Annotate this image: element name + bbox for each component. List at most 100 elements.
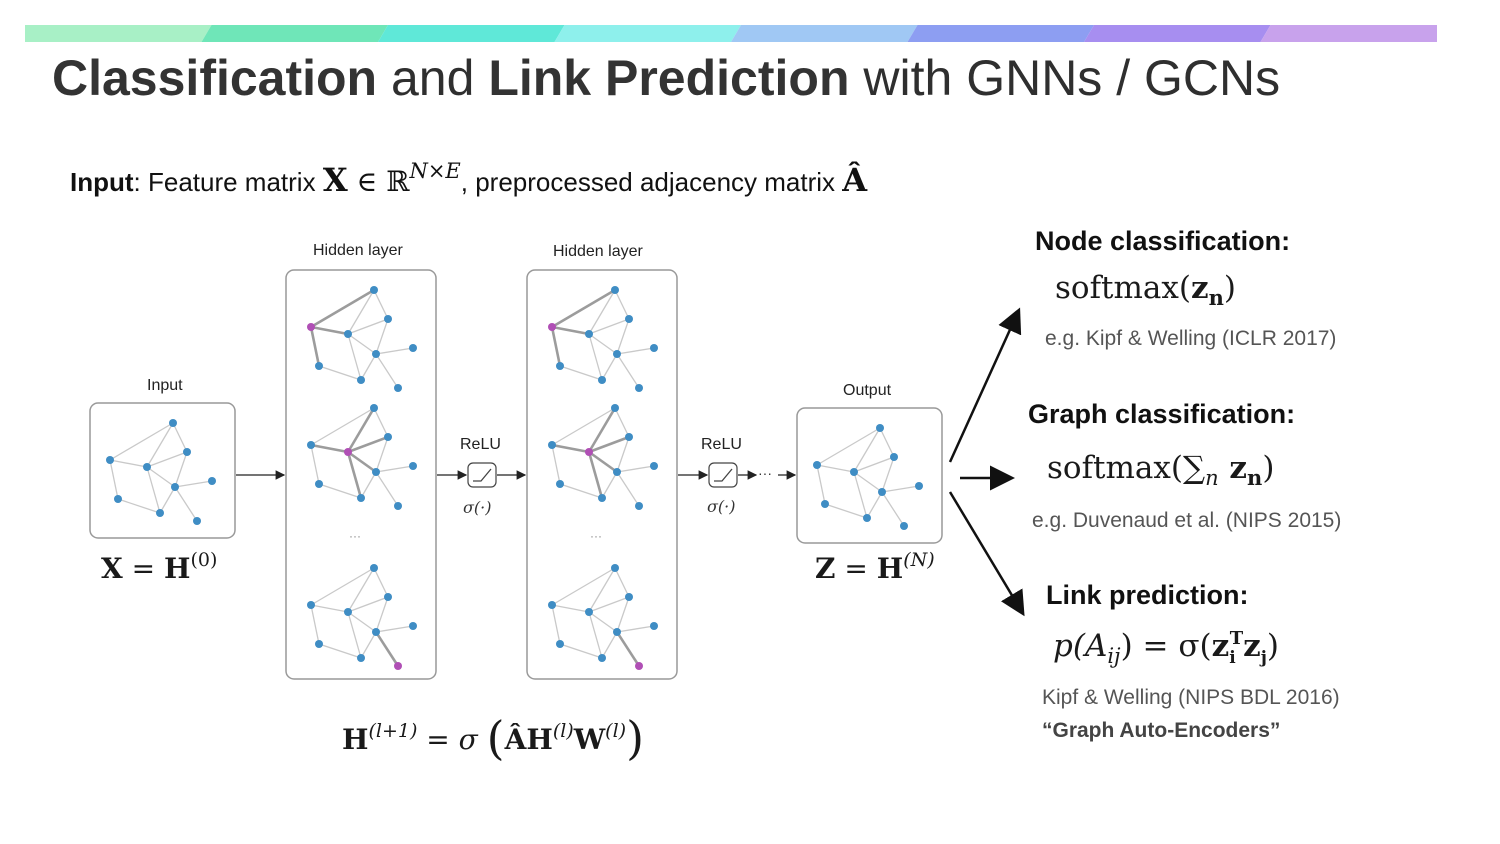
graph-edge	[346, 407, 376, 453]
link-formula-sub2: j	[1260, 648, 1267, 668]
graph-edge	[616, 625, 655, 633]
graph-edge	[881, 456, 895, 493]
graph-node	[611, 404, 619, 412]
hidden-ellipsis-1: ···	[349, 529, 361, 543]
graph-node	[409, 622, 417, 630]
gradient-segment	[1260, 25, 1437, 42]
graph-edge	[347, 567, 375, 613]
graph-edge	[109, 459, 148, 468]
node-formula-z: z	[1190, 270, 1209, 306]
graph-node	[409, 344, 417, 352]
graph-edge	[824, 503, 868, 519]
hidden2-graph-bottom	[548, 564, 658, 670]
graph-edge	[588, 450, 618, 474]
graph-node	[585, 608, 593, 616]
graph-classification-citation: e.g. Duvenaud et al. (NIPS 2015)	[1032, 509, 1342, 532]
relu-label-1: ReLU	[460, 436, 501, 453]
graph-edge	[172, 422, 188, 453]
graph-edge	[551, 444, 561, 485]
input-equation: X = H(0)	[101, 549, 217, 585]
graph-node	[585, 330, 593, 338]
graph-edge	[375, 318, 389, 355]
graph-edge	[109, 459, 119, 500]
graph-edge	[375, 596, 389, 633]
graph-edge	[587, 407, 617, 453]
hidden-layer-label-1: Hidden layer	[313, 242, 403, 259]
graph-edge	[616, 436, 630, 473]
hidden-layer-box-1	[285, 269, 437, 680]
graph-edge	[373, 567, 389, 598]
link-prediction-heading: Link prediction:	[1046, 580, 1249, 610]
graph-edge	[866, 491, 883, 519]
graph-edge	[347, 289, 375, 335]
graph-node	[409, 462, 417, 470]
graph-node	[307, 601, 315, 609]
graph-node	[625, 593, 633, 601]
node-formula-sub: n	[1208, 285, 1224, 310]
relu-activation-box-1	[467, 462, 497, 488]
graph-edge	[853, 427, 881, 473]
graph-edge	[588, 611, 618, 633]
real-space-symbol: ∈ ℝ	[347, 165, 410, 198]
graph-node	[372, 628, 380, 636]
graph-node	[890, 453, 898, 461]
graph-edge	[614, 407, 630, 438]
graph-edge	[117, 498, 161, 514]
input-graph	[106, 419, 216, 525]
graph-node-highlighted	[548, 323, 556, 331]
graph-edge	[347, 596, 389, 613]
graph-node	[394, 384, 402, 392]
graph-node	[370, 286, 378, 294]
ellipsis-between-layers: ···	[758, 465, 772, 481]
graph-edge	[588, 611, 603, 659]
graph-edge	[588, 596, 630, 613]
graph-node	[307, 441, 315, 449]
prop-sup1: (l+1)	[368, 720, 418, 742]
graph-node	[635, 384, 643, 392]
link-formula-post: )	[1266, 628, 1279, 664]
graph-classification-heading: Graph classification:	[1028, 399, 1296, 429]
adjacency-symbol: Â	[842, 161, 868, 199]
graph-edge	[616, 471, 640, 507]
graph-node	[114, 495, 122, 503]
link-formula-sub1: i	[1229, 648, 1236, 668]
graph-edge	[309, 326, 321, 367]
graph-node-highlighted	[585, 448, 593, 456]
graph-edge	[310, 444, 320, 485]
graph-node	[548, 441, 556, 449]
graph-edge	[551, 567, 616, 606]
graph-edge	[816, 464, 826, 505]
graph-edge	[587, 451, 604, 499]
matrix-dims: N×E	[409, 159, 461, 183]
graph-node	[598, 654, 606, 662]
graph-node	[821, 500, 829, 508]
graph-node	[372, 468, 380, 476]
graph-node	[611, 564, 619, 572]
graph-node	[384, 315, 392, 323]
graph-edge	[347, 611, 377, 633]
graph-formula-pre: softmax(∑	[1047, 450, 1206, 486]
graph-edge	[310, 604, 320, 645]
graph-node	[556, 362, 564, 370]
graph-edge	[588, 289, 616, 335]
graph-edge	[146, 466, 176, 488]
graph-edge	[614, 567, 630, 598]
gradient-segment	[201, 25, 388, 42]
graph-edge	[360, 471, 377, 499]
node-classification-formula: softmax(zn)	[1055, 270, 1236, 310]
arrow-to-link-prediction	[948, 491, 1025, 617]
eq-input-rhs: H	[164, 552, 191, 585]
gradient-segment	[907, 25, 1094, 42]
graph-edge	[318, 365, 362, 381]
gradient-segment	[554, 25, 741, 42]
graph-edge	[551, 288, 616, 329]
graph-edge	[318, 643, 362, 659]
graph-edge	[375, 436, 389, 473]
graph-node	[384, 433, 392, 441]
graph-edge	[360, 631, 377, 659]
graph-edge	[347, 611, 362, 659]
graph-edge	[551, 443, 590, 454]
sigma-label-2: σ(·)	[707, 497, 736, 516]
graph-edge	[853, 471, 883, 493]
graph-node	[863, 514, 871, 522]
